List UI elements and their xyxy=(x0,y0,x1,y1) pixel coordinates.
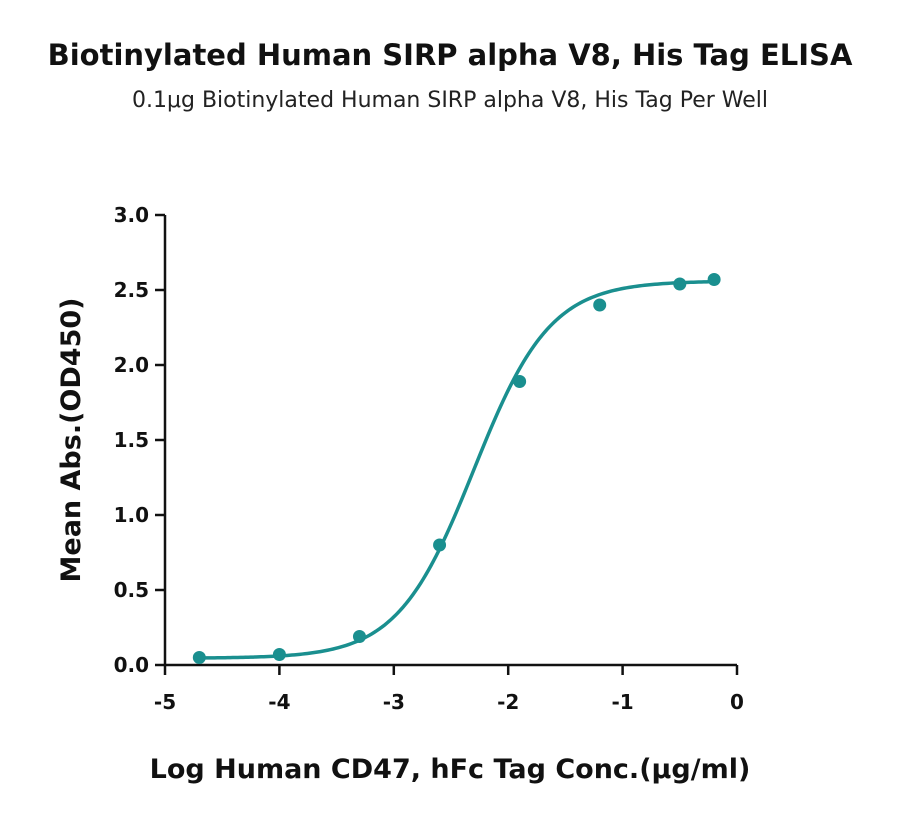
y-tick-label: 2.5 xyxy=(114,278,149,302)
data-points xyxy=(192,273,721,664)
data-point xyxy=(433,538,447,552)
x-tick-label: -4 xyxy=(268,690,290,714)
data-point xyxy=(673,277,687,291)
y-axis-title: Mean Abs.(OD450) xyxy=(56,298,87,583)
x-tick-label: -2 xyxy=(497,690,519,714)
y-tick-label: 2.0 xyxy=(114,353,149,377)
x-tick-label: -5 xyxy=(154,690,176,714)
y-tick-label: 1.0 xyxy=(114,503,149,527)
data-point xyxy=(707,273,721,286)
x-tick-label: -3 xyxy=(383,690,405,714)
x-tick-label: 0 xyxy=(730,690,744,714)
y-tick-label: 1.5 xyxy=(114,428,149,452)
data-point xyxy=(192,651,206,664)
chart-subtitle: 0.1μg Biotinylated Human SIRP alpha V8, … xyxy=(132,88,768,113)
data-point xyxy=(513,375,527,388)
data-point xyxy=(272,648,286,661)
x-tick-label: -1 xyxy=(611,690,633,714)
y-tick-label: 0.0 xyxy=(114,653,149,677)
data-point xyxy=(352,630,366,643)
y-tick-label: 3.0 xyxy=(114,203,149,227)
data-point xyxy=(593,298,607,312)
fit-curve xyxy=(199,279,715,660)
y-tick-label: 0.5 xyxy=(114,578,149,602)
axes xyxy=(163,215,737,667)
x-axis-title: Log Human CD47, hFc Tag Conc.(μg/ml) xyxy=(150,754,751,785)
chart-title: Biotinylated Human SIRP alpha V8, His Ta… xyxy=(47,38,853,72)
ticks: 0.0 0.5 1.0 1.5 2.0 2.5 3.0 -5 -4 -3 -2 -1 0 xyxy=(114,203,744,714)
